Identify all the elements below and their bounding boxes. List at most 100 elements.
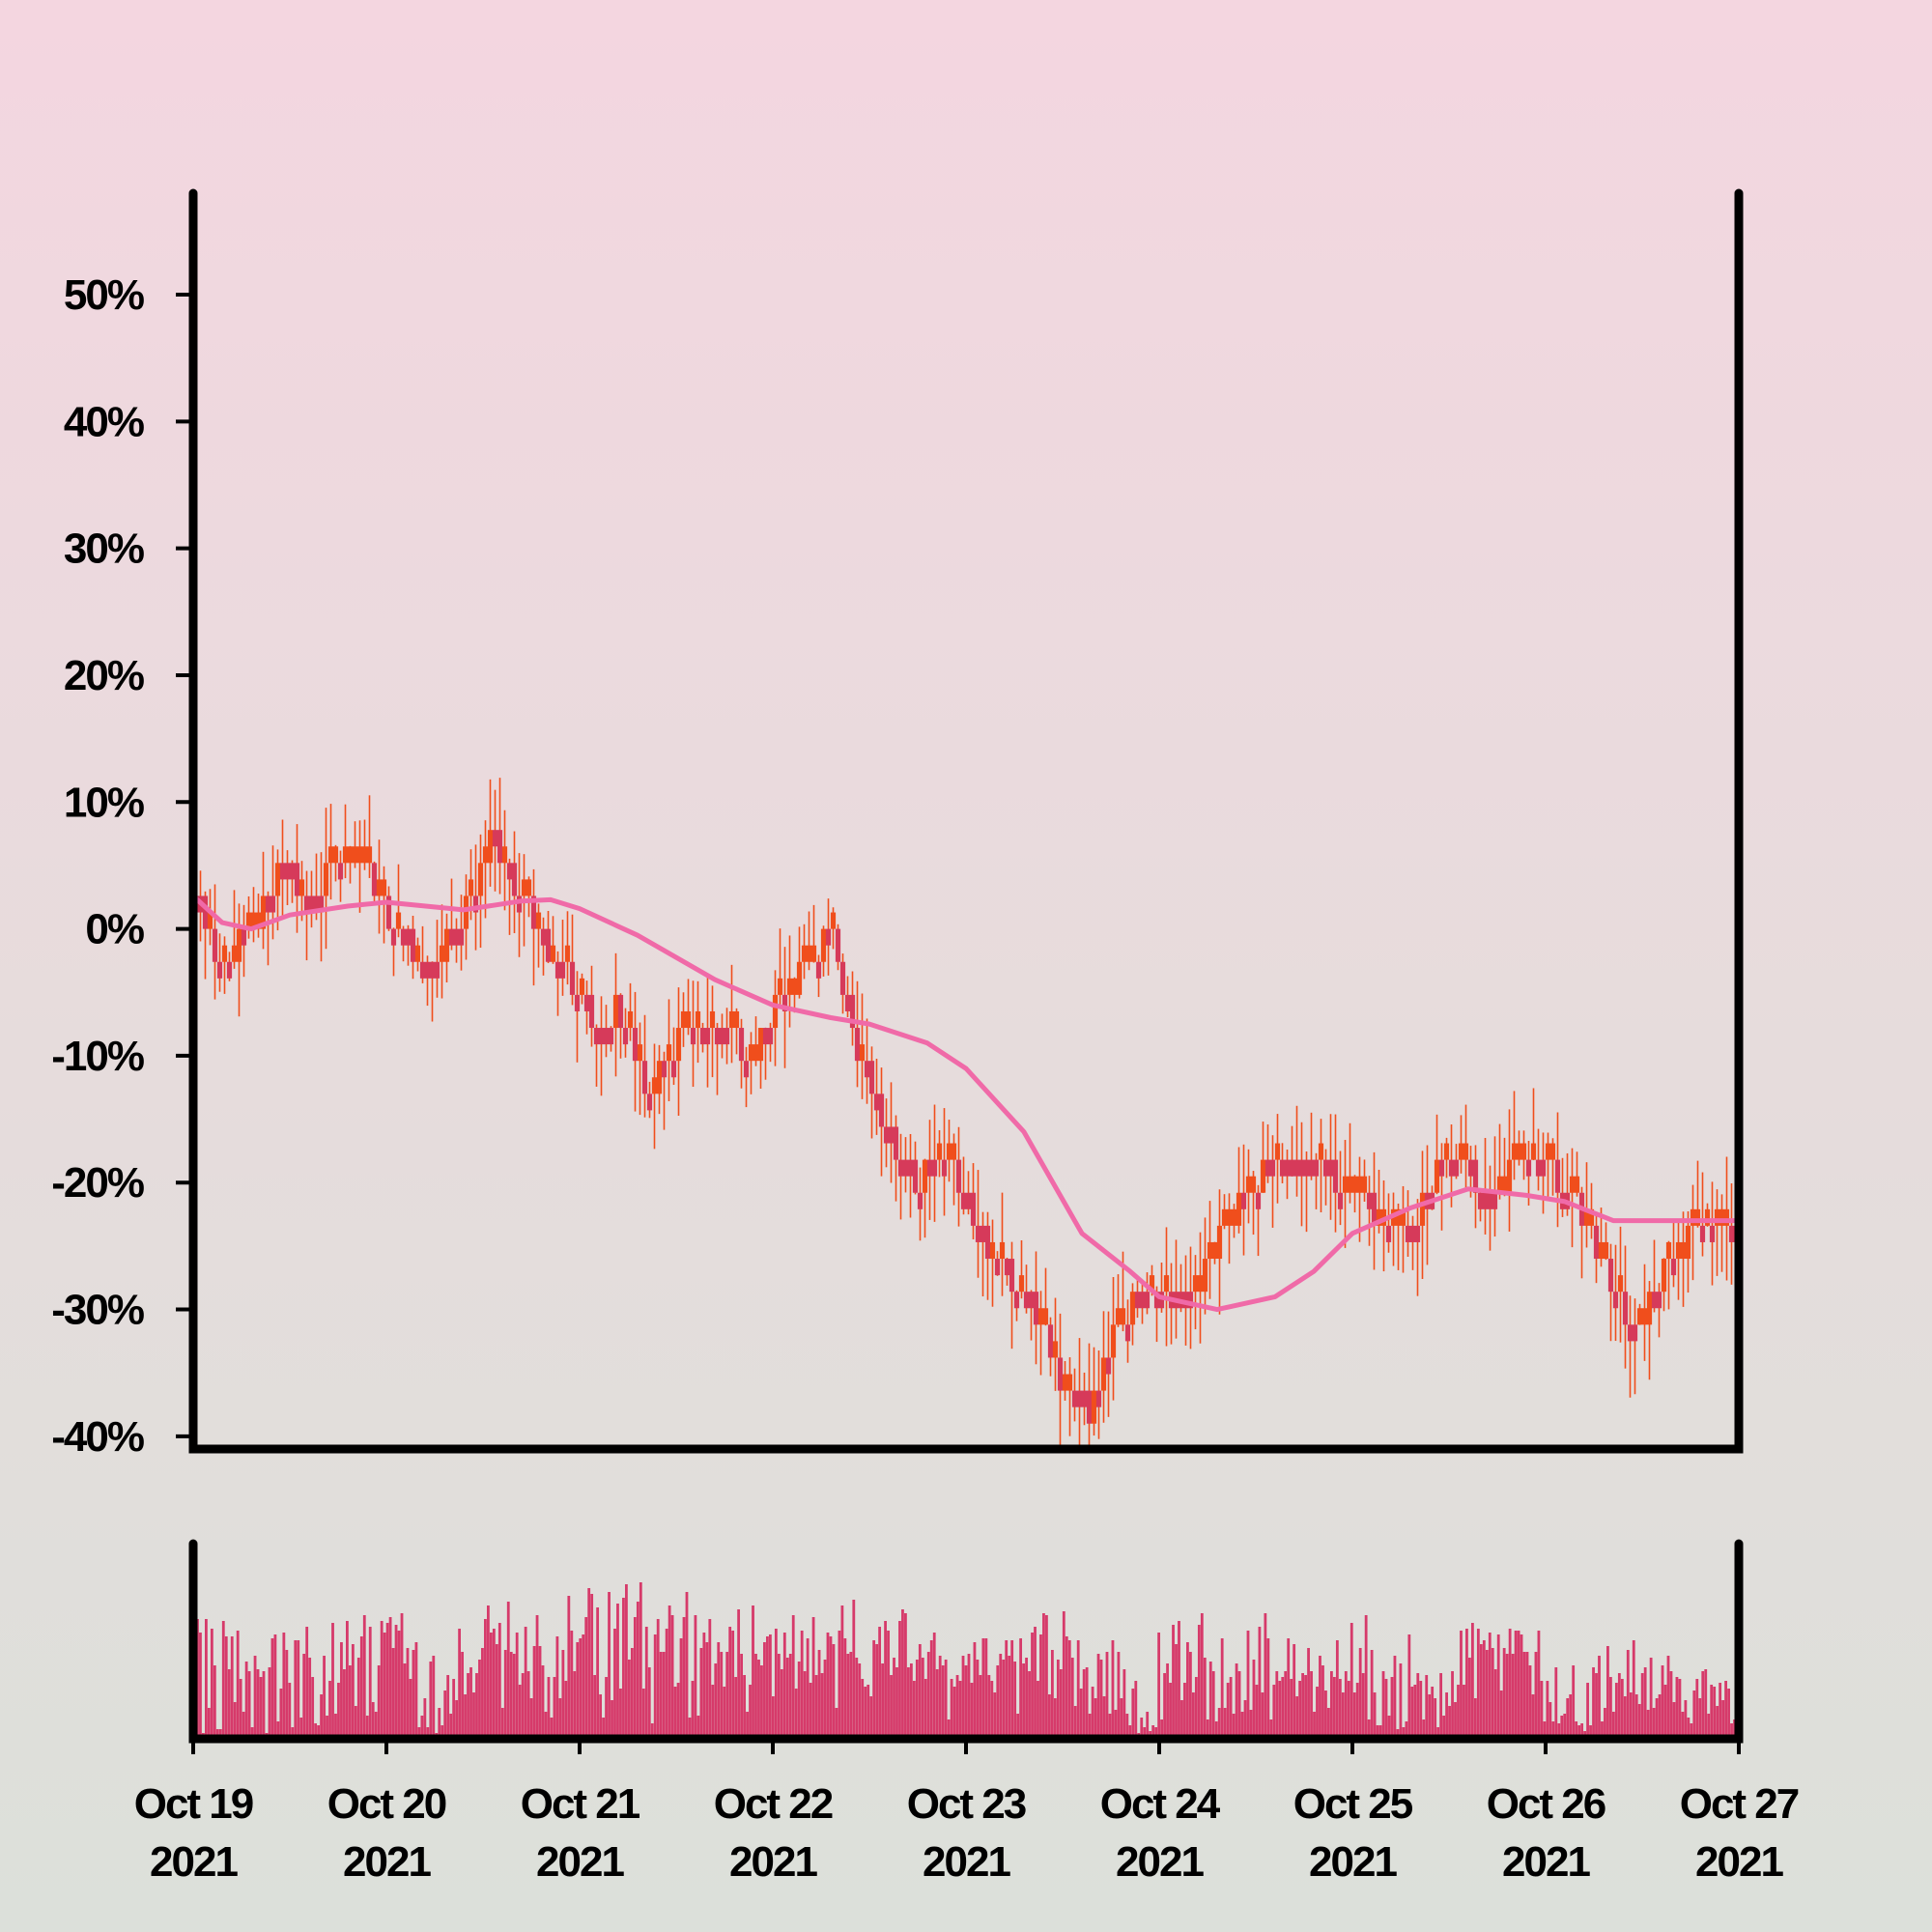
volume-bar — [1117, 1652, 1121, 1739]
volume-bar — [1681, 1712, 1685, 1739]
volume-bar — [1396, 1729, 1400, 1739]
candle-body — [1545, 1143, 1551, 1160]
volume-bar — [475, 1673, 478, 1739]
candle-body — [1226, 1208, 1233, 1226]
volume-bar — [328, 1681, 331, 1739]
candle-body — [796, 961, 803, 995]
volume-bar — [1191, 1692, 1195, 1739]
y-tick-label: -40% — [51, 1413, 144, 1461]
volume-bar — [1655, 1698, 1659, 1739]
volume-bar — [1344, 1671, 1348, 1739]
candle-body — [1076, 1390, 1083, 1407]
volume-bar — [872, 1640, 876, 1739]
volume-bar — [1096, 1654, 1100, 1739]
volume-bar — [500, 1708, 504, 1739]
volume-bar — [1290, 1679, 1293, 1739]
candle-body — [366, 846, 373, 864]
volume-bar — [1476, 1629, 1480, 1739]
candle-body — [1617, 1275, 1624, 1293]
candle-body — [748, 1044, 754, 1062]
candle-body — [612, 994, 619, 1029]
volume-bar — [746, 1712, 749, 1739]
candle-body — [970, 1192, 977, 1226]
volume-bar — [400, 1613, 404, 1739]
candle-body — [695, 1010, 701, 1029]
volume-bar — [961, 1656, 965, 1739]
candle-body — [1197, 1275, 1204, 1293]
volume-bar — [1094, 1698, 1097, 1739]
volume-bar — [1611, 1712, 1615, 1739]
volume-bar — [1525, 1652, 1529, 1739]
volume-bar — [806, 1638, 810, 1739]
volume-bar — [576, 1642, 580, 1739]
volume-bar — [1243, 1700, 1247, 1739]
candle-body — [1361, 1176, 1368, 1193]
volume-bar — [1237, 1671, 1241, 1739]
volume-bar — [250, 1727, 254, 1739]
volume-bar — [947, 1719, 951, 1739]
volume-bar — [1157, 1633, 1161, 1739]
volume-bar — [1313, 1712, 1316, 1739]
candle-body — [1052, 1341, 1059, 1358]
candle-body — [1182, 1292, 1189, 1309]
volume-bar — [331, 1623, 334, 1739]
candle-body — [598, 1028, 605, 1045]
volume-bar — [1617, 1673, 1621, 1739]
candle-body — [516, 895, 523, 913]
volume-bar — [1431, 1687, 1435, 1739]
volume-bar — [938, 1656, 942, 1739]
candle-body — [1704, 1208, 1711, 1226]
volume-bar — [760, 1665, 763, 1739]
volume-bar — [282, 1633, 286, 1739]
volume-bar — [1183, 1683, 1186, 1739]
candle-body — [1516, 1143, 1522, 1160]
volume-bar — [1140, 1718, 1144, 1739]
volume-bar — [1522, 1652, 1526, 1739]
volume-bar — [481, 1648, 484, 1739]
candle-body — [917, 1192, 923, 1209]
candle-body — [1018, 1275, 1025, 1293]
volume-bar — [630, 1648, 634, 1739]
volume-bar — [524, 1627, 527, 1739]
candle-body — [1492, 1192, 1498, 1209]
candle-body — [1110, 1324, 1117, 1358]
candle-body — [1347, 1176, 1353, 1193]
volume-bar — [1707, 1714, 1711, 1739]
volume-bar — [247, 1671, 251, 1739]
volume-bar — [1721, 1700, 1725, 1739]
candle-body — [1569, 1176, 1576, 1193]
volume-bar — [1180, 1700, 1183, 1739]
candle-body — [530, 895, 537, 929]
volume-bar — [323, 1656, 326, 1739]
candle-body — [1405, 1225, 1411, 1242]
volume-bar — [1042, 1613, 1045, 1739]
candle-body — [728, 1010, 735, 1029]
candle-body — [1395, 1208, 1402, 1226]
candle-body — [1158, 1292, 1165, 1309]
volume-bar — [797, 1662, 801, 1739]
candle-body — [1264, 1159, 1271, 1177]
volume-bar — [343, 1669, 346, 1739]
volume-bar — [921, 1658, 924, 1739]
candle-body — [1593, 1225, 1600, 1260]
volume-bar — [1122, 1669, 1126, 1739]
candle-body — [1236, 1192, 1242, 1226]
candle-body — [936, 1143, 943, 1160]
candle-body — [646, 1094, 653, 1111]
candle-body — [1496, 1176, 1503, 1193]
volume-bar — [1508, 1629, 1512, 1739]
volume-bar — [1451, 1671, 1454, 1739]
volume-bar — [1307, 1648, 1310, 1739]
candle-body — [376, 879, 383, 896]
volume-bar — [259, 1677, 263, 1739]
candle-body — [786, 978, 793, 995]
volume-bar — [826, 1633, 830, 1739]
candle-body — [868, 1061, 875, 1094]
volume-bar — [1335, 1640, 1339, 1739]
volume-bar — [1235, 1663, 1238, 1739]
volume-bar — [420, 1716, 424, 1739]
candle-body — [1042, 1308, 1049, 1325]
volume-bar — [878, 1627, 882, 1739]
candle-body — [1520, 1143, 1527, 1160]
volume-bar — [696, 1716, 700, 1739]
